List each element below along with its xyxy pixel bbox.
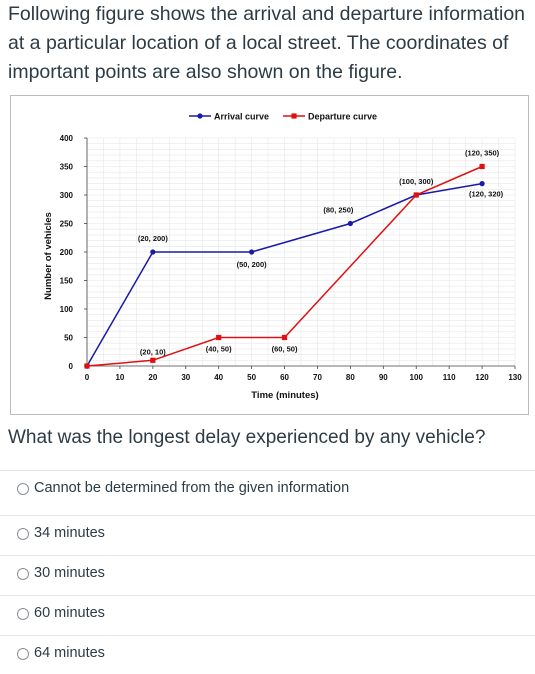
radio-button[interactable] [17, 648, 29, 660]
option-label: Cannot be determined from the given info… [34, 480, 350, 496]
x-tick-label: 30 [181, 373, 190, 382]
radio-button[interactable] [17, 568, 29, 580]
y-tick-label: 150 [60, 277, 74, 286]
y-tick-label: 200 [60, 248, 74, 257]
y-tick-label: 350 [60, 163, 74, 172]
x-tick-label: 40 [214, 373, 223, 382]
coordinate-annotation: (100, 300) [399, 177, 434, 186]
radio-button[interactable] [17, 608, 29, 620]
legend-marker [291, 113, 297, 119]
x-tick-label: 120 [475, 373, 489, 382]
x-tick-label: 20 [148, 373, 157, 382]
x-tick-label: 110 [443, 373, 456, 382]
x-tick-label: 50 [247, 373, 256, 382]
coordinate-annotation: (80, 250) [323, 206, 354, 215]
legend-label: Departure curve [308, 112, 377, 122]
arrival-departure-chart: 0 10 20 30 40 50 60 70 80 90 100 110 120 130 0 50 100 150… [43, 112, 522, 402]
legend-marker [197, 113, 203, 119]
y-tick-label: 250 [60, 220, 74, 229]
arrival-point [347, 220, 353, 227]
departure-point [281, 334, 288, 341]
arrival-point [479, 181, 485, 187]
answer-option-60-minutes[interactable]: 60 minutes [0, 595, 535, 634]
coordinate-annotation: (60, 50) [272, 345, 298, 354]
x-tick-label: 80 [346, 373, 355, 382]
radio-button[interactable] [17, 483, 29, 495]
arrival-point [150, 249, 156, 255]
departure-point [84, 363, 90, 369]
x-tick-label: 100 [410, 373, 424, 382]
y-axis-label: Number of vehicles [43, 212, 54, 300]
answer-option-cannot-determine[interactable]: Cannot be determined from the given info… [0, 470, 535, 509]
coordinate-annotation: (120, 350) [465, 149, 500, 158]
departure-point [150, 357, 156, 363]
coordinate-annotation: (120, 320) [469, 190, 504, 199]
departure-point [216, 334, 222, 341]
x-tick-label: 60 [280, 373, 289, 382]
y-tick-label: 100 [60, 305, 74, 314]
coordinate-annotation: (20, 200) [138, 234, 169, 243]
legend-label: Arrival curve [214, 112, 269, 122]
question-intro: Following figure shows the arrival and d… [8, 3, 526, 83]
x-axis-label: Time (minutes) [251, 390, 318, 401]
radio-button[interactable] [17, 528, 29, 540]
arrival-departure-figure: 0 10 20 30 40 50 60 70 80 90 100 110 120 130 0 50 100 150… [10, 95, 529, 415]
y-tick-label: 0 [69, 362, 74, 371]
question-prompt: What was the longest delay experienced b… [8, 427, 486, 448]
arrival-point [249, 249, 255, 255]
x-tick-label: 10 [115, 373, 124, 382]
answer-option-34-minutes[interactable]: 34 minutes [0, 515, 535, 554]
departure-point [479, 163, 485, 170]
series-line-arrival [86, 182, 483, 367]
x-tick-label: 130 [508, 373, 522, 382]
answer-option-30-minutes[interactable]: 30 minutes [0, 555, 535, 594]
y-tick-label: 50 [64, 334, 73, 343]
option-label: 64 minutes [34, 645, 105, 661]
coordinate-annotation: (20, 10) [140, 347, 166, 356]
x-tick-label: 70 [313, 373, 322, 382]
coordinate-annotation: (40, 50) [206, 345, 232, 354]
x-tick-label: 90 [379, 373, 388, 382]
y-tick-label: 300 [60, 191, 74, 200]
y-tick-label: 400 [60, 134, 74, 143]
answer-option-64-minutes[interactable]: 64 minutes [0, 635, 535, 674]
series-line-departure [86, 165, 483, 367]
option-label: 34 minutes [34, 525, 105, 541]
coordinate-annotation: (50, 200) [237, 260, 268, 269]
option-label: 30 minutes [34, 565, 105, 581]
option-label: 60 minutes [34, 605, 105, 621]
x-tick-label: 0 [85, 373, 90, 382]
departure-point [413, 192, 419, 198]
